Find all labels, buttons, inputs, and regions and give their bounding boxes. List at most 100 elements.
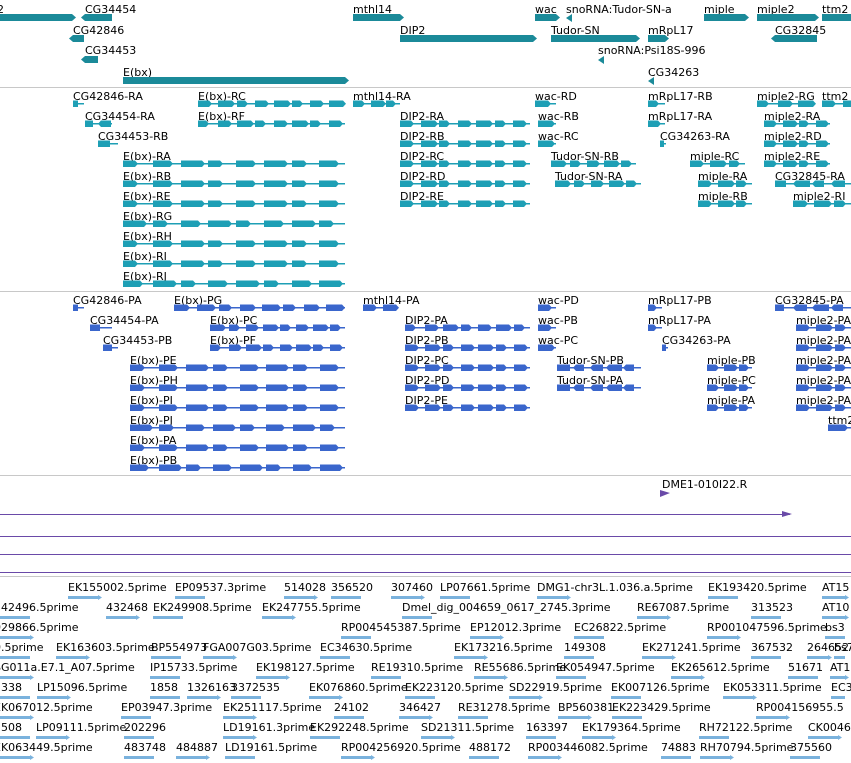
feature-glyph[interactable]: [400, 200, 534, 208]
feature-glyph[interactable]: [771, 35, 821, 43]
feature-glyph[interactable]: [454, 655, 488, 661]
feature-glyph[interactable]: [707, 404, 756, 412]
feature-glyph[interactable]: [37, 695, 71, 701]
feature-glyph[interactable]: [0, 615, 34, 621]
feature-glyph[interactable]: [363, 304, 402, 312]
feature-glyph[interactable]: [400, 160, 534, 168]
feature-glyph[interactable]: [123, 180, 349, 188]
feature-glyph[interactable]: [558, 715, 592, 721]
feature-glyph[interactable]: [36, 735, 70, 741]
feature-glyph[interactable]: [775, 304, 851, 312]
feature-glyph[interactable]: [644, 35, 669, 43]
feature-glyph[interactable]: [830, 675, 849, 681]
clone-line[interactable]: [0, 514, 790, 515]
feature-glyph[interactable]: [231, 695, 265, 701]
feature-glyph[interactable]: [828, 424, 851, 432]
feature-glyph[interactable]: [555, 180, 645, 188]
feature-glyph[interactable]: [56, 655, 90, 661]
feature-glyph[interactable]: [85, 120, 116, 128]
feature-glyph[interactable]: [648, 324, 666, 332]
feature-glyph[interactable]: [400, 140, 534, 148]
feature-glyph[interactable]: [69, 35, 88, 43]
feature-glyph[interactable]: [822, 595, 849, 601]
feature-glyph[interactable]: [223, 715, 257, 721]
feature-glyph[interactable]: [421, 735, 455, 741]
feature-glyph[interactable]: [538, 140, 560, 148]
feature-glyph[interactable]: [662, 344, 672, 352]
feature-glyph[interactable]: [73, 100, 88, 108]
feature-glyph[interactable]: [0, 735, 34, 741]
feature-glyph[interactable]: [796, 384, 851, 392]
feature-glyph[interactable]: [531, 14, 560, 22]
feature-glyph[interactable]: [396, 35, 537, 43]
feature-glyph[interactable]: [753, 14, 819, 22]
feature-glyph[interactable]: [547, 35, 640, 43]
feature-glyph[interactable]: [331, 595, 365, 601]
feature-glyph[interactable]: [176, 755, 210, 761]
feature-glyph[interactable]: [0, 695, 34, 701]
feature-glyph[interactable]: [123, 200, 349, 208]
feature-glyph[interactable]: [320, 655, 354, 661]
feature-glyph[interactable]: [151, 655, 185, 661]
feature-glyph[interactable]: [538, 324, 560, 332]
feature-glyph[interactable]: [130, 464, 349, 472]
feature-glyph[interactable]: [187, 695, 221, 701]
feature-glyph[interactable]: [658, 490, 672, 498]
feature-glyph[interactable]: [594, 56, 608, 64]
feature-glyph[interactable]: [123, 160, 349, 168]
feature-glyph[interactable]: [130, 364, 349, 372]
feature-glyph[interactable]: [509, 695, 543, 701]
feature-glyph[interactable]: [700, 14, 749, 22]
feature-glyph[interactable]: [642, 655, 676, 661]
feature-glyph[interactable]: [405, 695, 439, 701]
feature-glyph[interactable]: [124, 755, 158, 761]
feature-glyph[interactable]: [150, 675, 184, 681]
feature-glyph[interactable]: [68, 595, 102, 601]
feature-glyph[interactable]: [644, 77, 658, 85]
feature-glyph[interactable]: [256, 675, 290, 681]
feature-glyph[interactable]: [723, 695, 757, 701]
feature-glyph[interactable]: [123, 220, 349, 228]
feature-glyph[interactable]: [825, 635, 849, 641]
feature-glyph[interactable]: [474, 675, 508, 681]
feature-glyph[interactable]: [203, 655, 237, 661]
feature-glyph[interactable]: [757, 100, 819, 108]
feature-glyph[interactable]: [707, 364, 756, 372]
feature-glyph[interactable]: [405, 344, 534, 352]
feature-glyph[interactable]: [119, 77, 349, 85]
feature-glyph[interactable]: [700, 755, 734, 761]
feature-glyph[interactable]: [130, 404, 349, 412]
feature-glyph[interactable]: [0, 14, 76, 22]
clone-line[interactable]: [0, 554, 851, 555]
feature-glyph[interactable]: [526, 735, 560, 741]
feature-glyph[interactable]: [822, 100, 851, 108]
feature-glyph[interactable]: [405, 324, 534, 332]
feature-glyph[interactable]: [790, 755, 824, 761]
feature-glyph[interactable]: [341, 755, 375, 761]
feature-glyph[interactable]: [582, 735, 616, 741]
feature-glyph[interactable]: [123, 280, 349, 288]
feature-glyph[interactable]: [124, 735, 158, 741]
feature-glyph[interactable]: [764, 160, 834, 168]
feature-glyph[interactable]: [150, 695, 184, 701]
feature-glyph[interactable]: [210, 344, 349, 352]
feature-glyph[interactable]: [402, 615, 436, 621]
feature-glyph[interactable]: [121, 715, 155, 721]
feature-glyph[interactable]: [707, 384, 756, 392]
feature-glyph[interactable]: [537, 595, 571, 601]
feature-glyph[interactable]: [106, 615, 140, 621]
feature-glyph[interactable]: [671, 675, 705, 681]
feature-glyph[interactable]: [808, 735, 842, 741]
feature-glyph[interactable]: [564, 655, 598, 661]
feature-glyph[interactable]: [391, 595, 425, 601]
feature-glyph[interactable]: [349, 14, 404, 22]
clone-line[interactable]: [0, 572, 851, 573]
feature-glyph[interactable]: [556, 675, 590, 681]
feature-glyph[interactable]: [284, 595, 318, 601]
feature-glyph[interactable]: [400, 180, 534, 188]
feature-glyph[interactable]: [788, 675, 822, 681]
feature-glyph[interactable]: [0, 675, 34, 681]
feature-glyph[interactable]: [612, 715, 646, 721]
feature-glyph[interactable]: [557, 364, 645, 372]
feature-glyph[interactable]: [123, 260, 349, 268]
